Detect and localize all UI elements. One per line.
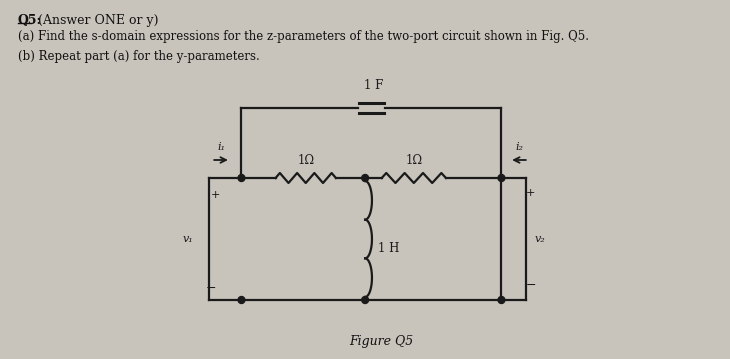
Text: 1 H: 1 H <box>378 242 399 256</box>
Text: Q5:: Q5: <box>18 14 42 27</box>
Text: −: − <box>206 282 217 295</box>
Text: +: + <box>526 188 535 198</box>
Circle shape <box>498 174 505 182</box>
Circle shape <box>238 297 245 303</box>
Circle shape <box>238 174 245 182</box>
Text: i₂: i₂ <box>515 142 523 152</box>
Circle shape <box>498 297 505 303</box>
Text: v₂: v₂ <box>535 234 546 244</box>
Text: +: + <box>210 190 220 200</box>
Text: Figure Q5: Figure Q5 <box>349 335 413 348</box>
Text: (a) Find the s-domain expressions for the z-parameters of the two-port circuit s: (a) Find the s-domain expressions for th… <box>18 30 588 43</box>
Text: 1Ω: 1Ω <box>405 154 423 167</box>
Text: (Answer ONE or y): (Answer ONE or y) <box>18 14 158 27</box>
Text: i₁: i₁ <box>217 142 225 152</box>
Circle shape <box>362 174 369 182</box>
Circle shape <box>362 297 369 303</box>
Text: 1Ω: 1Ω <box>297 154 315 167</box>
Text: 1 F: 1 F <box>364 79 383 92</box>
Text: (b) Repeat part (a) for the y-parameters.: (b) Repeat part (a) for the y-parameters… <box>18 50 259 63</box>
Text: −: − <box>526 279 536 292</box>
Text: v₁: v₁ <box>182 234 193 244</box>
